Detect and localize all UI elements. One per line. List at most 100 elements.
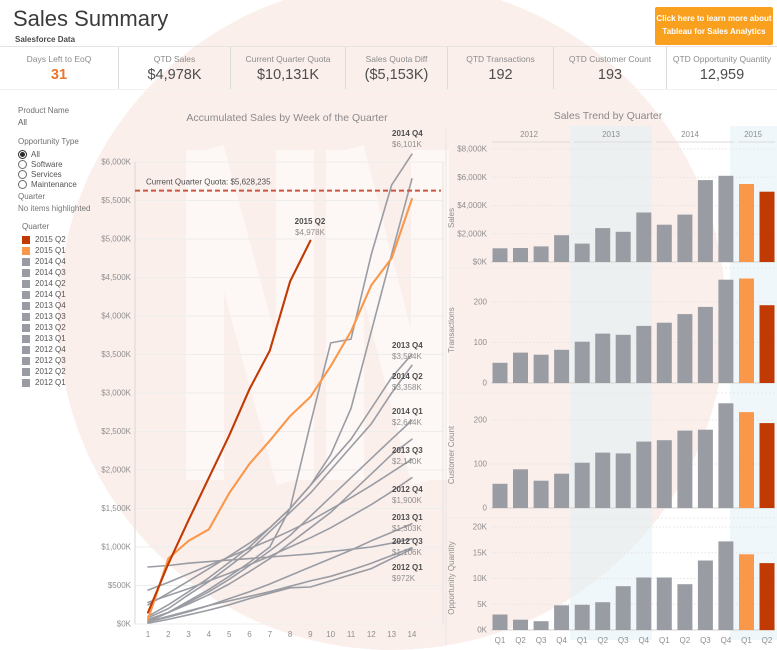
accumulated-sales-line-chart[interactable]: $0K $500K $1,000K $1,500K $2,000K $2,500K $3,0…: [95, 100, 445, 650]
bar-opportunity-quantity-2015-q1[interactable]: [739, 554, 754, 630]
legend-item-2013-q4[interactable]: 2013 Q4: [22, 300, 66, 311]
bar-opportunity-quantity-2012-q2[interactable]: [513, 619, 528, 630]
bar-transactions-2012-q2[interactable]: [513, 352, 528, 383]
bar-transactions-2013-q4[interactable]: [636, 325, 652, 383]
opportunity-option-all[interactable]: All: [18, 149, 79, 159]
bar-transactions-2014-q2[interactable]: [677, 314, 693, 383]
opportunity-type-options: All Software Services Maintenance: [18, 149, 79, 189]
legend-item-2012-q1[interactable]: 2012 Q1: [22, 377, 66, 388]
bar-transactions-2012-q1[interactable]: [492, 362, 508, 384]
legend-item-2014-q4[interactable]: 2014 Q4: [22, 256, 66, 267]
line-2014-q4[interactable]: [147, 153, 413, 623]
radio-icon[interactable]: [18, 149, 27, 159]
legend-item-2014-q1[interactable]: 2014 Q1: [22, 289, 66, 300]
bar-sales-2012-q3[interactable]: [533, 246, 549, 262]
bar-opportunity-quantity-2015-q2[interactable]: [759, 563, 775, 631]
bar-sales-2013-q4[interactable]: [636, 212, 652, 263]
radio-icon[interactable]: [18, 159, 27, 169]
bar-customer-count-2015-q1[interactable]: [739, 412, 754, 508]
radio-icon[interactable]: [18, 179, 27, 189]
bar-sales-2014-q1[interactable]: [656, 224, 672, 262]
radio-icon[interactable]: [18, 169, 27, 179]
bar-opportunity-quantity-2013-q4[interactable]: [636, 577, 652, 631]
legend-item-2012-q3[interactable]: 2012 Q3: [22, 355, 66, 366]
bar-sales-2012-q4[interactable]: [554, 235, 570, 262]
bar-customer-count-2013-q4[interactable]: [636, 441, 652, 508]
line-2012-q2[interactable]: [147, 546, 413, 623]
bar-transactions-2014-q3[interactable]: [697, 306, 713, 383]
line-2012-q3[interactable]: [147, 537, 413, 568]
bar-opportunity-quantity-2013-q2[interactable]: [595, 602, 611, 630]
line-2013-q3[interactable]: [147, 458, 413, 591]
legend-item-2013-q2[interactable]: 2013 Q2: [22, 322, 66, 333]
line-2015-q1[interactable]: [146, 197, 413, 621]
opportunity-option-software[interactable]: Software: [18, 159, 79, 169]
legend-item-2015-q1[interactable]: 2015 Q1: [22, 245, 66, 256]
bar-sales-2013-q1[interactable]: [574, 243, 590, 262]
legend-item-2012-q2[interactable]: 2012 Q2: [22, 366, 66, 377]
bar-customer-count-2014-q1[interactable]: [656, 440, 672, 508]
bar-opportunity-quantity-2014-q4[interactable]: [718, 541, 734, 630]
bar-opportunity-quantity-2013-q3[interactable]: [615, 586, 631, 630]
bar-sales-2013-q3[interactable]: [615, 231, 631, 262]
bar-transactions-2013-q1[interactable]: [574, 341, 590, 383]
bar-transactions-2015-q2[interactable]: [759, 305, 775, 383]
bar-sales-2014-q2[interactable]: [677, 214, 693, 262]
line-2014-q3[interactable]: [147, 178, 413, 606]
bar-customer-count-2013-q3[interactable]: [615, 453, 631, 508]
bar-transactions-2014-q1[interactable]: [656, 322, 672, 383]
bar-opportunity-quantity-2014-q2[interactable]: [677, 584, 693, 630]
line-2014-q2[interactable]: [147, 364, 413, 619]
line-2012-q1[interactable]: [147, 548, 413, 625]
bar-sales-2015-q2[interactable]: [759, 191, 775, 262]
bar-sales-2012-q2[interactable]: [513, 248, 528, 262]
bar-opportunity-quantity-2014-q1[interactable]: [656, 577, 672, 631]
line-chart-title: Accumulated Sales by Week of the Quarter: [186, 112, 388, 124]
quarter-filter-status[interactable]: No items highlighted: [18, 204, 91, 213]
legend-item-2013-q1[interactable]: 2013 Q1: [22, 333, 66, 344]
legend-item-2014-q2[interactable]: 2014 Q2: [22, 278, 66, 289]
bar-customer-count-2013-q1[interactable]: [574, 462, 590, 508]
opportunity-option-maintenance[interactable]: Maintenance: [18, 179, 79, 189]
line-2014-q1[interactable]: [147, 419, 413, 621]
opportunity-option-services[interactable]: Services: [18, 169, 79, 179]
kpi-label: Sales Quota Diff: [365, 53, 428, 64]
bar-sales-2014-q3[interactable]: [697, 180, 713, 262]
bar-transactions-2012-q3[interactable]: [533, 354, 549, 384]
bar-customer-count-2014-q2[interactable]: [677, 430, 693, 508]
learn-more-button[interactable]: Click here to learn more about Tableau f…: [655, 7, 773, 45]
legend-item-2012-q4[interactable]: 2012 Q4: [22, 344, 66, 355]
bar-customer-count-2013-q2[interactable]: [595, 452, 611, 508]
line-2013-q1[interactable]: [147, 522, 413, 623]
bar-opportunity-quantity-2013-q1[interactable]: [574, 604, 590, 630]
bar-customer-count-2014-q3[interactable]: [697, 429, 713, 508]
line-2015-q2[interactable]: [146, 239, 312, 614]
bar-transactions-2014-q4[interactable]: [718, 279, 734, 383]
bar-customer-count-2012-q3[interactable]: [533, 480, 549, 508]
bar-sales-2013-q2[interactable]: [595, 228, 611, 262]
bar-transactions-2012-q4[interactable]: [554, 349, 570, 383]
bar-sales-2015-q1[interactable]: [739, 184, 754, 262]
bar-transactions-2013-q3[interactable]: [615, 334, 631, 383]
product-name-value[interactable]: All: [18, 118, 27, 127]
legend-item-2013-q3[interactable]: 2013 Q3: [22, 311, 66, 322]
legend-item-2015-q2[interactable]: 2015 Q2: [22, 234, 66, 245]
bar-transactions-2013-q2[interactable]: [595, 333, 611, 383]
bar-opportunity-quantity-2012-q1[interactable]: [492, 614, 508, 631]
bar-sales-2014-q4[interactable]: [718, 175, 734, 262]
bar-opportunity-quantity-2012-q3[interactable]: [533, 621, 549, 630]
bar-opportunity-quantity-2014-q3[interactable]: [697, 560, 713, 631]
line-2013-q2[interactable]: [147, 438, 413, 621]
bar-customer-count-2014-q4[interactable]: [718, 403, 734, 508]
bar-sales-2012-q1[interactable]: [492, 248, 508, 262]
quarter-tick-label: Q2: [597, 636, 608, 645]
legend-item-2014-q3[interactable]: 2014 Q3: [22, 267, 66, 278]
sales-trend-bar-charts[interactable]: Sales Trend by Quarter 2012 2013 2014 2015 $0…: [445, 100, 777, 650]
bar-opportunity-quantity-2012-q4[interactable]: [554, 605, 570, 630]
bar-customer-count-2012-q4[interactable]: [554, 473, 570, 508]
bar-customer-count-2012-q2[interactable]: [513, 469, 528, 508]
bar-transactions-2015-q1[interactable]: [739, 278, 754, 384]
y-tick-label: 100: [474, 338, 488, 347]
bar-customer-count-2015-q2[interactable]: [759, 423, 775, 508]
bar-customer-count-2012-q1[interactable]: [492, 483, 508, 508]
